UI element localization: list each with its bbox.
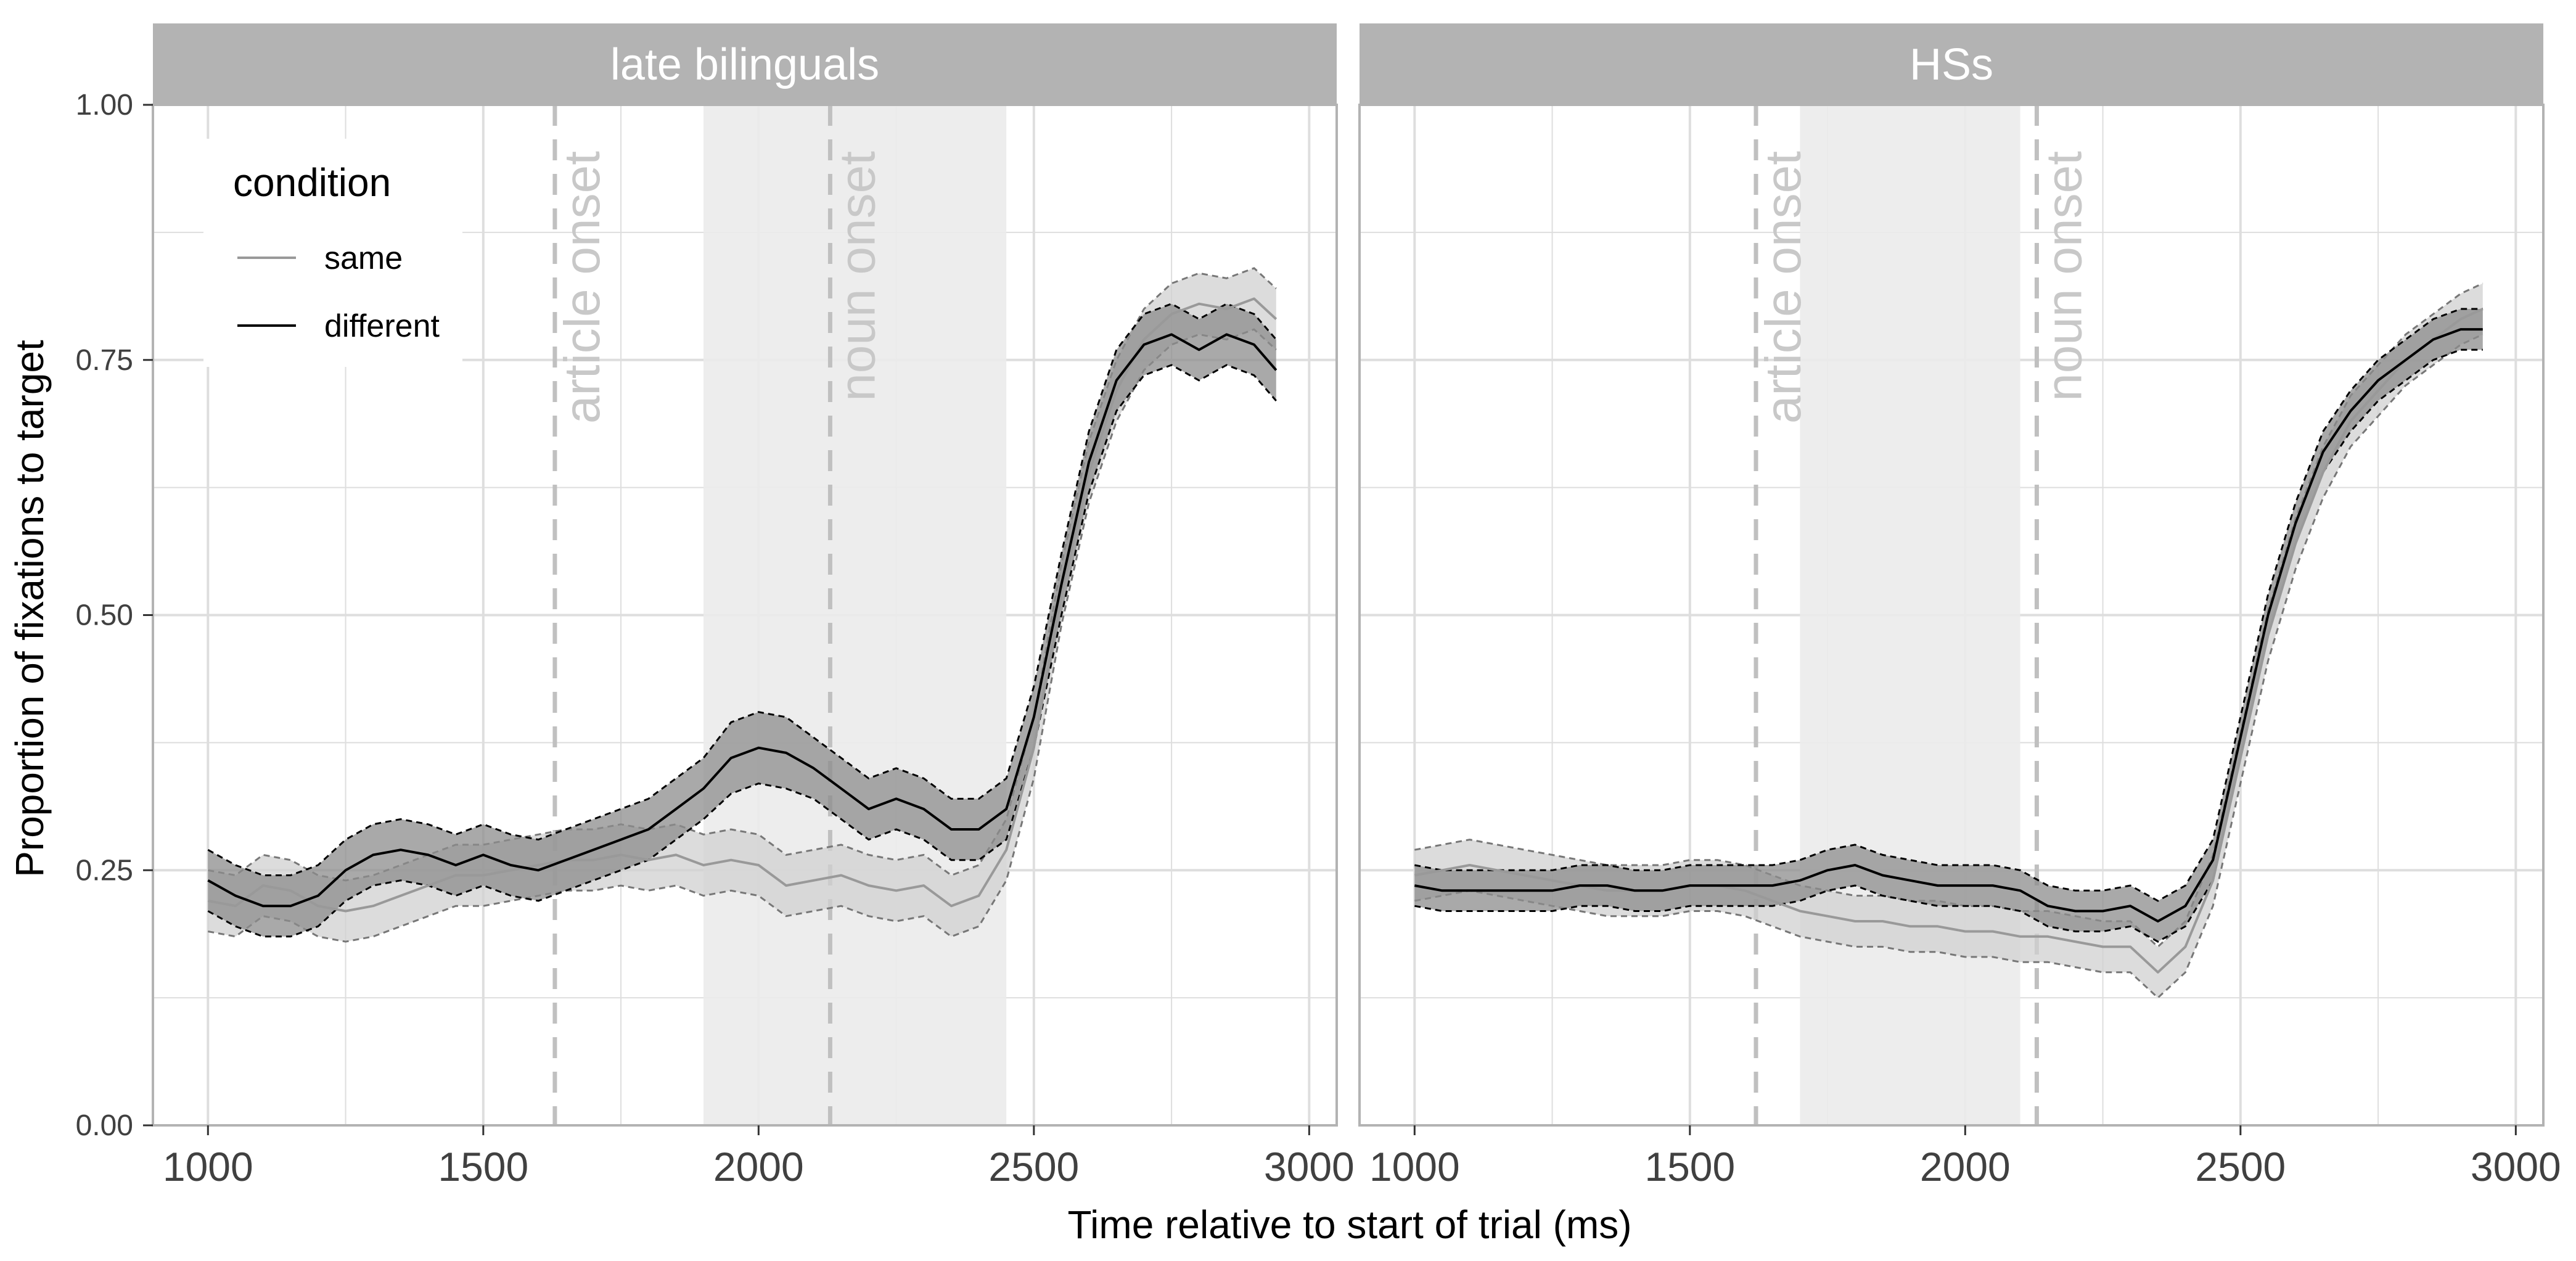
panel-late-bilinguals-series-different-ribbon-lower	[207, 364, 1277, 938]
y-tick-label-1: 0.25	[76, 854, 133, 887]
panel-late-bilinguals-annotation-noun-onset: noun onset	[829, 151, 885, 401]
panel-hss-strip-label: HSs	[1909, 40, 1993, 89]
panel-hss-annotation-noun-onset: noun onset	[2036, 151, 2092, 401]
panel-late-bilinguals-series-same-ribbon-lower	[208, 328, 1277, 943]
panel-late-bilinguals-x-tick-label-3: 2500	[988, 1144, 1079, 1189]
panel-late-bilinguals: article onset noun onset late bilinguals	[152, 23, 1338, 1127]
panel-hss-strip	[1360, 23, 2543, 105]
y-tick-label-4: 1.00	[76, 89, 133, 121]
panel-hss-x-tick-label-4: 3000	[2471, 1144, 2561, 1189]
panel-late-bilinguals-annotation-article-onset: article onset	[554, 151, 610, 424]
panel-late-bilinguals-strip	[153, 23, 1337, 105]
panel-late-bilinguals-series-different-ribbon	[208, 303, 1276, 937]
panel-late-bilinguals-series-same-line	[207, 297, 1278, 913]
y-tick-label-3: 0.75	[76, 344, 133, 377]
panel-late-bilinguals-x-tick-label-4: 3000	[1264, 1144, 1355, 1189]
panel-late-bilinguals-series-different-ribbon-upper	[207, 303, 1277, 876]
panel-hss-series-different-line	[1414, 328, 2483, 922]
panel-late-bilinguals-series-different-line	[207, 333, 1278, 908]
panel-hss-x-tick-label-0: 1000	[1369, 1144, 1460, 1189]
panel-hss: article onset noun onset HSs	[1358, 23, 2545, 1127]
panel-late-bilinguals-x-tick-label-0: 1000	[163, 1144, 253, 1189]
panel-late-bilinguals-shaded-window	[703, 105, 1007, 1125]
panel-hss-shaded-window	[1800, 105, 2020, 1125]
panel-hss-series-different-ribbon-upper	[1414, 308, 2483, 902]
legend-title: condition	[233, 160, 391, 205]
legend-label-different: different	[324, 308, 440, 344]
panel-hss-x-tick-label-3: 2500	[2195, 1144, 2286, 1189]
panel-hss-annotation-article-onset: article onset	[1755, 151, 1811, 424]
y-tick-label-2: 0.50	[76, 599, 133, 632]
panel-late-bilinguals-x-tick-label-2: 2000	[713, 1144, 804, 1189]
panel-hss-x-tick-label-2: 2000	[1920, 1144, 2011, 1189]
legend-label-same: same	[324, 240, 403, 276]
y-axis-title: Proportion of fixations to target	[7, 340, 52, 877]
legend-background	[203, 139, 462, 367]
panel-hss-series-same-ribbon	[1414, 283, 2483, 998]
panel-hss-series-same-line	[1414, 308, 2484, 974]
panel-hss-series-same-ribbon-lower	[1414, 334, 2484, 1000]
y-tick-label-0: 0.00	[76, 1109, 133, 1142]
legend: condition same different	[203, 139, 462, 367]
x-axis-title: Time relative to start of trial (ms)	[1067, 1202, 1631, 1247]
panel-hss-series-different-ribbon	[1414, 309, 2483, 942]
panel-hss-x-tick-label-1: 1500	[1644, 1144, 1735, 1189]
panel-late-bilinguals-x-tick-label-1: 1500	[438, 1144, 528, 1189]
panel-late-bilinguals-strip-label: late bilinguals	[610, 40, 879, 89]
